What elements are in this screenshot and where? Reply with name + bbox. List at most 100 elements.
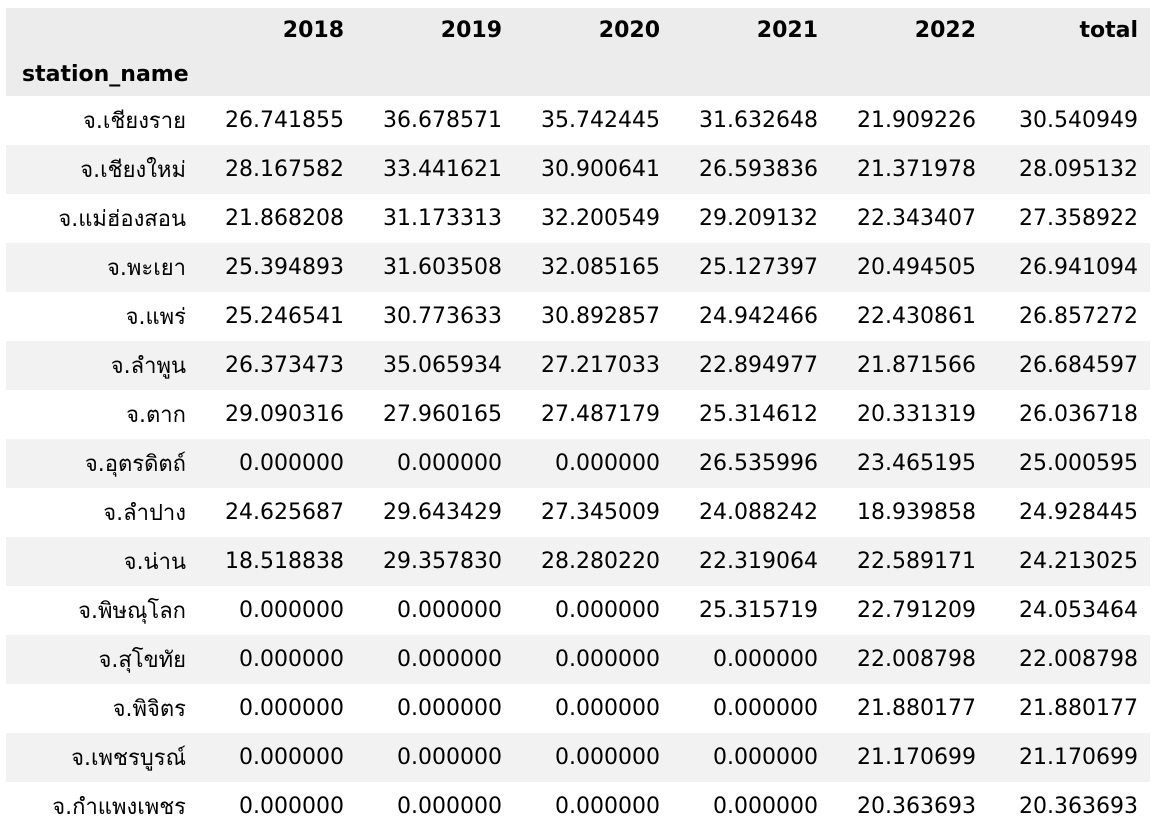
- table-cell-2018: 0.000000: [198, 439, 356, 488]
- table-row: จ.สุโขทัย 0.000000 0.000000 0.000000 0.00000…: [6, 635, 1150, 684]
- table-cell-2021: 26.535996: [672, 439, 830, 488]
- table-cell-2022: 21.871566: [830, 341, 988, 390]
- table-cell-total: 21.880177: [988, 684, 1150, 733]
- table-cell-2022: 21.170699: [830, 733, 988, 782]
- table-cell-2019: 0.000000: [356, 733, 514, 782]
- table-cell-2021: 29.209132: [672, 194, 830, 243]
- table-cell-2022: 20.494505: [830, 243, 988, 292]
- table-cell-total: 26.684597: [988, 341, 1150, 390]
- table-header: 2018 2019 2020 2021 2022 total station_n…: [6, 8, 1150, 96]
- table-cell-2021: 0.000000: [672, 733, 830, 782]
- table-cell-2019: 31.173313: [356, 194, 514, 243]
- table-cell-2020: 27.217033: [514, 341, 672, 390]
- table-row: จ.แม่ฮ่องสอน 21.868208 31.173313 32.200549 2…: [6, 194, 1150, 243]
- table-cell-2020: 27.345009: [514, 488, 672, 537]
- table-cell-2022: 21.880177: [830, 684, 988, 733]
- row-index-label: จ.ลำพูน: [6, 341, 198, 390]
- table-cell-2018: 29.090316: [198, 390, 356, 439]
- row-index-label: จ.พิจิตร: [6, 684, 198, 733]
- table-cell-total: 20.363693: [988, 782, 1150, 831]
- table-cell-total: 28.095132: [988, 145, 1150, 194]
- table-row: จ.เชียงราย 26.741855 36.678571 35.742445 31.…: [6, 96, 1150, 145]
- index-name-filler: [198, 52, 356, 96]
- table-cell-2018: 28.167582: [198, 145, 356, 194]
- table-cell-2019: 0.000000: [356, 635, 514, 684]
- table-cell-2022: 20.331319: [830, 390, 988, 439]
- table-cell-2019: 30.773633: [356, 292, 514, 341]
- table-row: จ.พะเยา 25.394893 31.603508 32.085165 25.127…: [6, 243, 1150, 292]
- table-cell-2018: 18.518838: [198, 537, 356, 586]
- index-name-filler: [514, 52, 672, 96]
- table-row: จ.ตาก 29.090316 27.960165 27.487179 25.31461…: [6, 390, 1150, 439]
- table-cell-2019: 0.000000: [356, 782, 514, 831]
- row-index-label: จ.แม่ฮ่องสอน: [6, 194, 198, 243]
- index-name-filler: [356, 52, 514, 96]
- table-cell-2022: 18.939858: [830, 488, 988, 537]
- table-row: จ.เพชรบูรณ์ 0.000000 0.000000 0.000000 0.000…: [6, 733, 1150, 782]
- row-index-label: จ.สุโขทัย: [6, 635, 198, 684]
- table-cell-2018: 0.000000: [198, 782, 356, 831]
- header-corner-cell: [6, 8, 198, 52]
- table-cell-2018: 25.394893: [198, 243, 356, 292]
- table-cell-2021: 25.315719: [672, 586, 830, 635]
- row-index-label: จ.ลำปาง: [6, 488, 198, 537]
- table-cell-total: 22.008798: [988, 635, 1150, 684]
- index-name-filler: [988, 52, 1150, 96]
- table-cell-2020: 35.742445: [514, 96, 672, 145]
- dataframe-container: 2018 2019 2020 2021 2022 total station_n…: [6, 8, 1150, 831]
- table-cell-2018: 21.868208: [198, 194, 356, 243]
- table-row: จ.พิษณุโลก 0.000000 0.000000 0.000000 25.315…: [6, 586, 1150, 635]
- table-cell-2022: 22.343407: [830, 194, 988, 243]
- table-cell-2021: 24.088242: [672, 488, 830, 537]
- table-cell-2020: 0.000000: [514, 684, 672, 733]
- table-cell-2019: 27.960165: [356, 390, 514, 439]
- table-cell-2019: 29.643429: [356, 488, 514, 537]
- table-cell-total: 24.053464: [988, 586, 1150, 635]
- table-cell-2021: 22.894977: [672, 341, 830, 390]
- table-row: จ.ลำปาง 24.625687 29.643429 27.345009 24.088…: [6, 488, 1150, 537]
- row-index-label: จ.กำแพงเพชร: [6, 782, 198, 831]
- table-cell-2018: 26.741855: [198, 96, 356, 145]
- table-cell-total: 24.928445: [988, 488, 1150, 537]
- table-cell-2021: 0.000000: [672, 635, 830, 684]
- column-header-2022: 2022: [830, 8, 988, 52]
- column-header-2020: 2020: [514, 8, 672, 52]
- table-row: จ.น่าน 18.518838 29.357830 28.280220 22.3190…: [6, 537, 1150, 586]
- table-cell-2020: 32.200549: [514, 194, 672, 243]
- column-header-row: 2018 2019 2020 2021 2022 total: [6, 8, 1150, 52]
- table-cell-total: 26.857272: [988, 292, 1150, 341]
- table-cell-2020: 30.900641: [514, 145, 672, 194]
- row-index-label: จ.อุตรดิตถ์: [6, 439, 198, 488]
- table-cell-2018: 0.000000: [198, 586, 356, 635]
- table-cell-2022: 21.909226: [830, 96, 988, 145]
- row-index-label: จ.เพชรบูรณ์: [6, 733, 198, 782]
- table-cell-2018: 0.000000: [198, 635, 356, 684]
- table-cell-total: 26.941094: [988, 243, 1150, 292]
- table-cell-2020: 30.892857: [514, 292, 672, 341]
- row-index-label: จ.แพร่: [6, 292, 198, 341]
- table-cell-2022: 22.791209: [830, 586, 988, 635]
- table-cell-2021: 31.632648: [672, 96, 830, 145]
- table-cell-2021: 24.942466: [672, 292, 830, 341]
- index-name-row: station_name: [6, 52, 1150, 96]
- row-index-label: จ.พิษณุโลก: [6, 586, 198, 635]
- table-cell-2020: 28.280220: [514, 537, 672, 586]
- row-index-label: จ.น่าน: [6, 537, 198, 586]
- table-cell-2020: 0.000000: [514, 733, 672, 782]
- table-cell-2022: 20.363693: [830, 782, 988, 831]
- table-cell-2019: 0.000000: [356, 586, 514, 635]
- table-cell-2019: 0.000000: [356, 439, 514, 488]
- column-header-total: total: [988, 8, 1150, 52]
- table-cell-total: 30.540949: [988, 96, 1150, 145]
- table-cell-total: 21.170699: [988, 733, 1150, 782]
- table-body: จ.เชียงราย 26.741855 36.678571 35.742445 31.…: [6, 96, 1150, 831]
- table-cell-2019: 0.000000: [356, 684, 514, 733]
- table-cell-2018: 26.373473: [198, 341, 356, 390]
- table-cell-2022: 22.589171: [830, 537, 988, 586]
- table-cell-2022: 23.465195: [830, 439, 988, 488]
- table-cell-2018: 0.000000: [198, 733, 356, 782]
- index-name-filler: [672, 52, 830, 96]
- column-header-2019: 2019: [356, 8, 514, 52]
- table-cell-2021: 25.127397: [672, 243, 830, 292]
- row-index-label: จ.พะเยา: [6, 243, 198, 292]
